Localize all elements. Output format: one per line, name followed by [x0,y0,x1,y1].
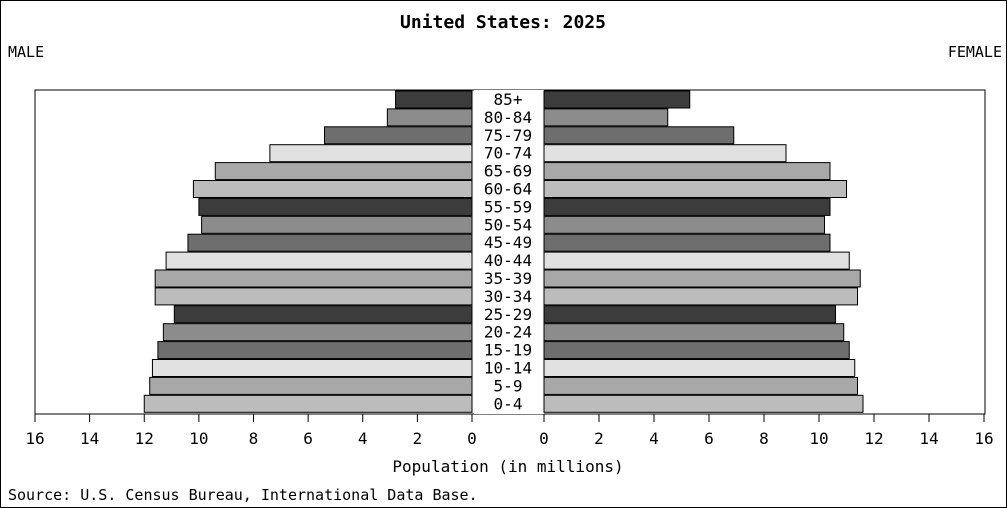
age-label-55-59: 55-59 [484,197,532,216]
male-tick-label-2: 2 [413,429,423,448]
male-bar-50-54 [201,215,473,234]
age-label-70-74: 70-74 [484,144,532,163]
female-bar-30-34 [543,287,858,306]
female-bar-75-79 [543,126,735,145]
female-bar-5-9 [543,376,858,395]
male-bar-0-4 [143,394,473,413]
male-bar-75-79 [324,126,473,145]
female-bar-15-19 [543,341,850,360]
age-label-45-49: 45-49 [484,233,532,252]
male-bar-65-69 [214,162,473,181]
age-label-60-64: 60-64 [484,180,532,199]
female-tick-label-16: 16 [974,429,993,448]
male-tick-label-0: 0 [467,429,477,448]
female-bar-20-24 [543,323,845,342]
female-bar-45-49 [543,233,831,252]
male-bar-55-59 [198,197,473,216]
age-label-20-24: 20-24 [484,323,532,342]
female-tick-label-2: 2 [594,429,604,448]
female-tick-label-8: 8 [759,429,769,448]
female-tick-label-10: 10 [809,429,828,448]
female-bar-50-54 [543,215,825,234]
male-bar-80-84 [386,108,473,127]
age-label-30-34: 30-34 [484,287,532,306]
chart-title: United States: 2025 [400,12,606,33]
female-tick-label-12: 12 [864,429,883,448]
female-x-axis: 0 2 4 6 8 10 12 14 16 [539,413,994,448]
male-tick-label-16: 16 [25,429,44,448]
female-bar-25-29 [543,305,836,324]
female-bar-10-14 [543,359,856,377]
male-bar-45-49 [187,233,473,252]
age-label-35-39: 35-39 [484,269,532,288]
age-label-0-4: 0-4 [494,394,523,413]
x-axis-label: Population (in millions) [392,457,623,476]
age-label-65-69: 65-69 [484,162,532,181]
female-bar-65-69 [543,162,831,181]
female-tick-label-6: 6 [704,429,714,448]
male-tick-label-4: 4 [358,429,368,448]
male-bar-5-9 [149,376,473,395]
female-bars [543,90,864,413]
age-label-75-79: 75-79 [484,126,532,145]
age-label-5-9: 5-9 [494,376,523,395]
male-bars [143,90,473,413]
male-bar-20-24 [162,323,473,342]
age-label-10-14: 10-14 [484,359,532,378]
male-bar-60-64 [192,180,473,198]
male-tick-label-10: 10 [189,429,208,448]
female-bar-35-39 [543,269,861,288]
male-x-axis: 0 2 4 6 8 10 12 14 16 [25,413,477,448]
female-bar-55-59 [543,197,831,216]
age-label-40-44: 40-44 [484,251,532,270]
female-tick-label-0: 0 [539,429,549,448]
female-tick-label-14: 14 [919,429,938,448]
male-bar-25-29 [173,305,473,324]
female-bar-60-64 [543,180,847,198]
age-group-labels: 85+80-8475-7970-7465-6960-6455-5950-5445… [484,90,532,413]
female-bar-80-84 [543,108,669,127]
male-bar-35-39 [154,269,473,288]
female-tick-label-4: 4 [649,429,659,448]
female-bar-0-4 [543,394,864,413]
male-bar-15-19 [157,341,473,360]
center-gap [474,90,544,414]
source-note: Source: U.S. Census Bureau, Internationa… [8,486,478,504]
male-tick-label-8: 8 [249,429,259,448]
male-tick-label-6: 6 [303,429,313,448]
female-bar-40-44 [543,251,850,270]
male-tick-label-14: 14 [80,429,99,448]
age-label-80-84: 80-84 [484,108,532,127]
male-bar-70-74 [269,144,473,163]
male-bar-85+ [395,90,473,109]
male-bar-10-14 [151,359,473,377]
male-label: MALE [8,43,44,61]
female-bar-85+ [543,90,691,109]
male-tick-label-12: 12 [135,429,154,448]
male-bar-30-34 [154,287,473,306]
age-label-85+: 85+ [494,90,523,109]
age-label-50-54: 50-54 [484,215,532,234]
female-bar-70-74 [543,144,787,163]
male-bar-40-44 [165,251,473,270]
age-label-25-29: 25-29 [484,305,532,324]
female-label: FEMALE [948,43,1002,61]
age-label-15-19: 15-19 [484,341,532,360]
